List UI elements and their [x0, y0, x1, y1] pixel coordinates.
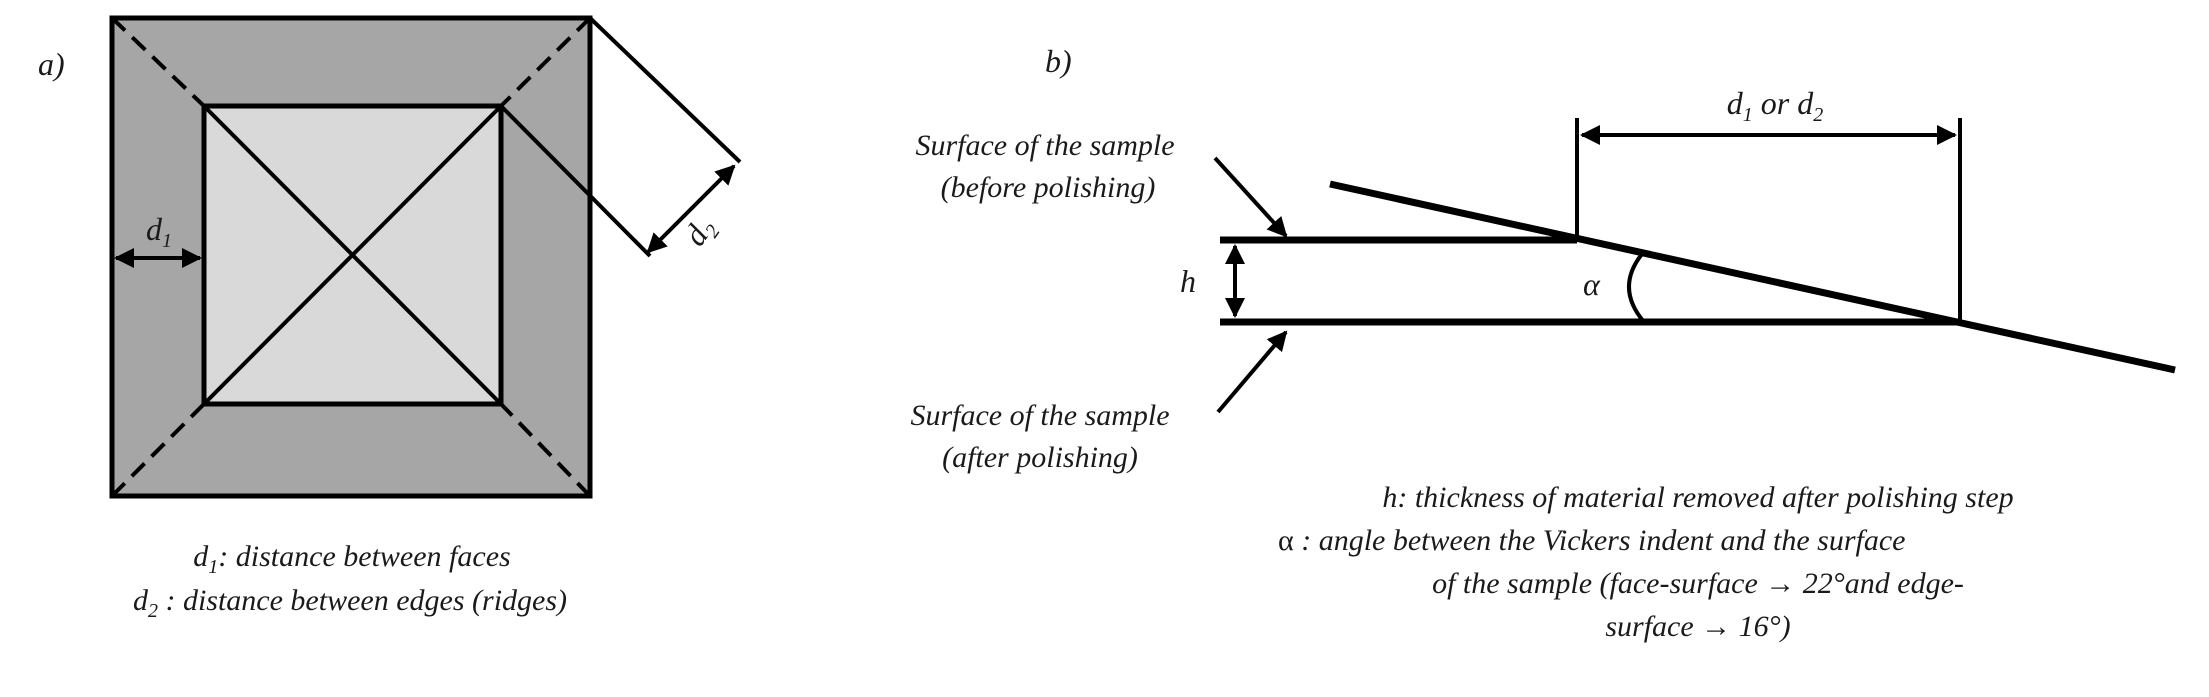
d2-dimension: [499, 16, 742, 258]
dashed-ridges: [110, 16, 592, 498]
indent-face-line: [1329, 180, 2176, 374]
legend-h: h: thickness of material removed after p…: [1382, 481, 2013, 514]
caption-d2: d2 : distance between edges (ridges): [133, 584, 567, 622]
legend-alpha: α : angle between the Vickers indent and…: [1278, 524, 1905, 557]
surface-before-label-line2: (before polishing): [941, 171, 1156, 204]
pointer-before: [1213, 156, 1288, 238]
legend-line4: surface → 16°): [1605, 610, 1790, 643]
panel-b-label: b): [1045, 43, 1072, 79]
h-label: h: [1180, 263, 1196, 299]
panel-b: b) d1 or d2 h α Surface of the sample (b…: [910, 43, 2176, 643]
caption-d1: d1: distance between faces: [193, 540, 510, 578]
dim-extension-lines: [1575, 118, 1962, 322]
legend-line3: of the sample (face-surface → 22°and edg…: [1432, 567, 1964, 600]
d1-or-d2-label: d1 or d2: [1727, 85, 1823, 126]
surface-before-label-line1: Surface of the sample: [915, 129, 1174, 162]
inner-diagonals: [202, 104, 503, 406]
alpha-label: α: [1583, 266, 1601, 302]
surface-after-label-line1: Surface of the sample: [910, 399, 1169, 432]
panel-a: a) d1 d2 d1: distance between faces: [38, 15, 742, 622]
d2-arrow: [646, 164, 736, 254]
alpha-arc: [1627, 252, 1646, 324]
panel-a-label: a): [38, 46, 65, 82]
d1-label: d1: [146, 211, 172, 252]
surface-after-label-line2: (after polishing): [942, 441, 1138, 474]
pointer-after: [1216, 330, 1288, 414]
